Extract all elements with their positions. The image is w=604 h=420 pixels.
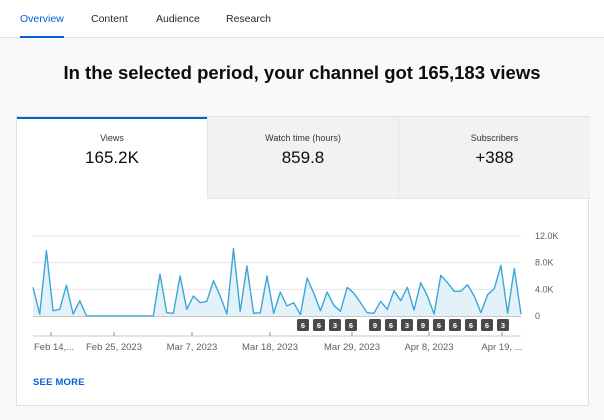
page-headline: In the selected period, your channel got…: [63, 62, 541, 83]
metric-watch-time-value: 859.8: [281, 148, 325, 167]
y-tick-label: 12.0K: [535, 231, 559, 241]
metric-subscribers-label: Subscribers: [470, 133, 519, 143]
tab-research[interactable]: Research: [226, 13, 271, 38]
event-marker: [417, 319, 429, 331]
tab-overview-label: Overview: [20, 13, 64, 25]
event-marker: [329, 319, 341, 331]
event-marker-label: 6: [453, 321, 457, 330]
x-tick-label: Apr 8, 2023: [404, 342, 453, 353]
x-tick-label: Mar 29, 2023: [324, 342, 380, 353]
views-series-line: [32, 248, 522, 317]
event-marker-label: 6: [349, 321, 353, 330]
event-marker: [369, 319, 381, 331]
tab-content-label: Content: [91, 13, 128, 25]
y-tick-label: 0: [535, 311, 540, 321]
top-tab-bar: Overview Content Audience Research: [0, 0, 604, 38]
event-marker-label: 6: [317, 321, 321, 330]
event-marker-label: 9: [421, 321, 425, 330]
tab-audience-label: Audience: [156, 13, 200, 25]
x-tick-label: Mar 18, 2023: [242, 342, 298, 353]
y-tick-label: 4.0K: [535, 284, 554, 294]
x-tick-label: Mar 7, 2023: [167, 342, 218, 353]
event-marker-label: 6: [485, 321, 489, 330]
x-tick-label: Feb 14,...: [34, 342, 74, 353]
event-marker-label: 6: [469, 321, 473, 330]
event-marker-label: 6: [301, 321, 305, 330]
metric-views-label: Views: [100, 133, 124, 143]
tab-content[interactable]: Content: [91, 13, 128, 38]
event-marker-label: 3: [501, 321, 505, 330]
event-marker: [313, 319, 325, 331]
event-marker: [481, 319, 493, 331]
event-marker: [465, 319, 477, 331]
y-tick-label: 8.0K: [535, 258, 554, 268]
event-marker: [449, 319, 461, 331]
metric-tab-subscribers[interactable]: Subscribers +388: [399, 117, 590, 199]
views-chart: 12.0K 8.0K 4.0K 0 6 6 3 6 9 6 3 9 6 6 6 6 3 Feb 14,... Feb…: [32, 231, 559, 353]
event-marker: [297, 319, 309, 331]
event-marker-label: 6: [437, 321, 441, 330]
x-tick-label: Apr 19, ...: [481, 342, 522, 353]
analytics-card: Views 165.2K Watch time (hours) 859.8 Su…: [16, 116, 590, 406]
tab-research-label: Research: [226, 13, 271, 25]
event-marker-label: 6: [389, 321, 393, 330]
tab-audience[interactable]: Audience: [156, 13, 200, 38]
metric-watch-time-label: Watch time (hours): [265, 133, 341, 143]
x-tick-label: Feb 25, 2023: [86, 342, 142, 353]
see-more-link[interactable]: SEE MORE: [33, 377, 85, 388]
tab-overview[interactable]: Overview: [20, 13, 64, 38]
event-marker: [497, 319, 509, 331]
metric-tab-views[interactable]: Views 165.2K: [17, 117, 208, 199]
event-marker: [401, 319, 413, 331]
metric-views-value: 165.2K: [85, 148, 139, 167]
event-marker-label: 3: [333, 321, 337, 330]
event-marker: [385, 319, 397, 331]
event-marker-label: 9: [373, 321, 377, 330]
metric-subscribers-value: +388: [475, 148, 514, 167]
event-marker: [345, 319, 357, 331]
event-marker: [433, 319, 445, 331]
active-tab-indicator: [20, 36, 64, 38]
metric-active-indicator: [17, 117, 207, 119]
metric-tab-watch-time[interactable]: Watch time (hours) 859.8: [208, 117, 399, 199]
event-marker-label: 3: [405, 321, 409, 330]
